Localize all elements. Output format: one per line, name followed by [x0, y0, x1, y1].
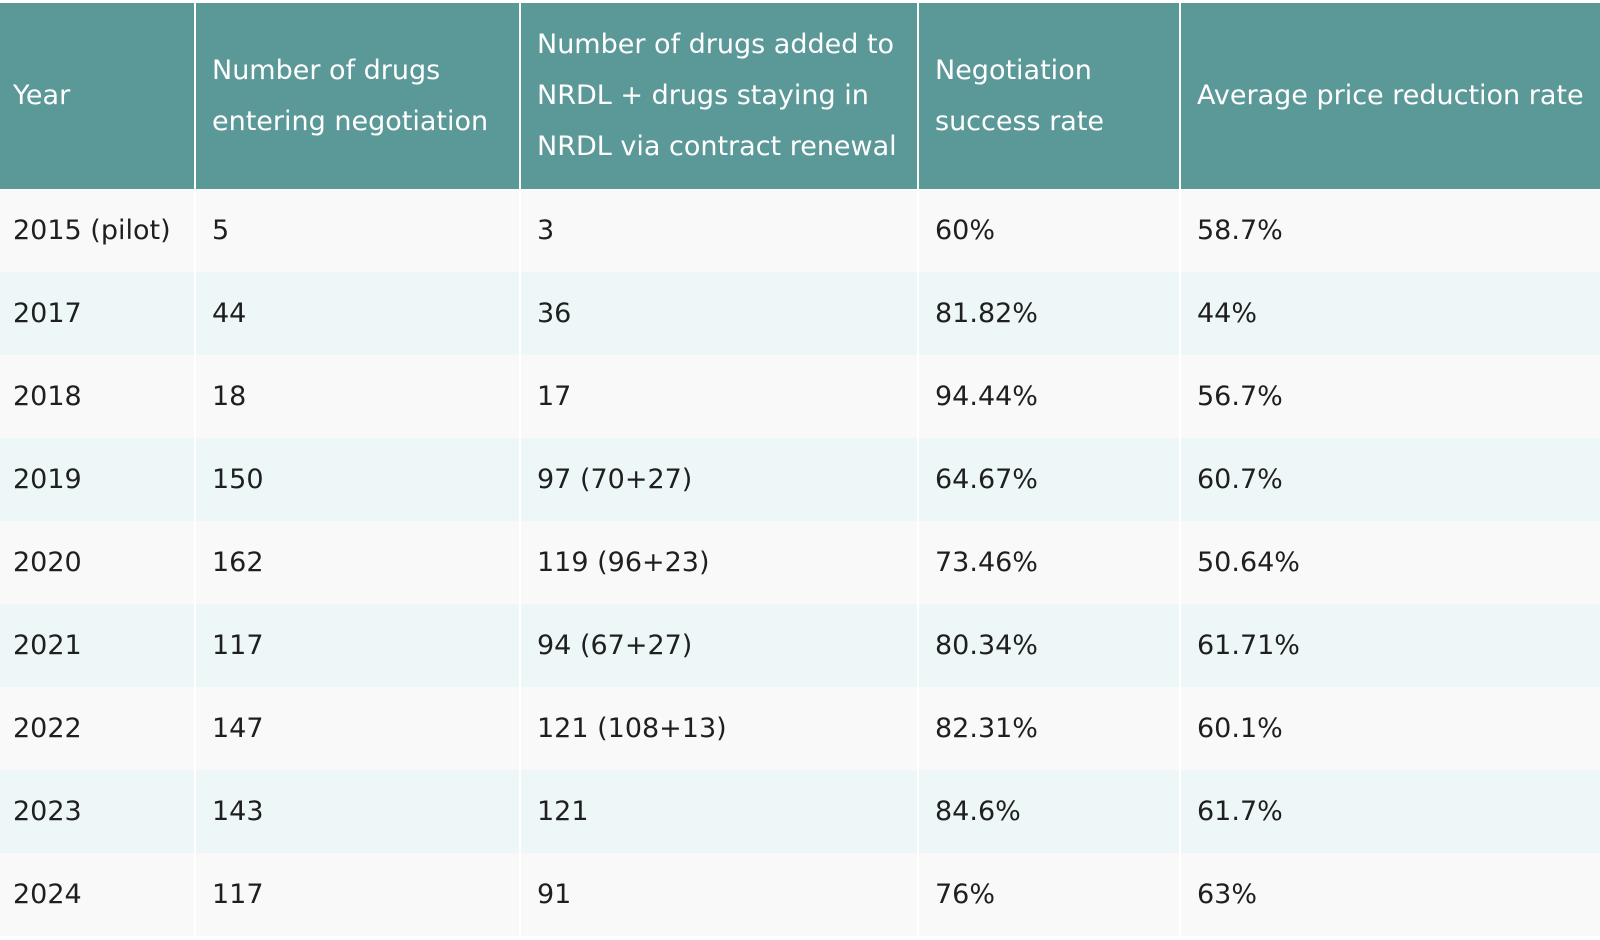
- header-average-price-reduction-rate: Average price reduction rate: [1180, 0, 1600, 189]
- cell-drugs-added: 36: [520, 271, 919, 355]
- header-row: Year Number of drugs entering negotiatio…: [0, 0, 1600, 189]
- cell-success-rate: 76%: [918, 852, 1181, 936]
- cell-success-rate: 84.6%: [918, 769, 1181, 853]
- cell-price-reduction: 61.7%: [1180, 769, 1600, 853]
- cell-drugs-entering: 143: [195, 769, 521, 853]
- cell-price-reduction: 60.1%: [1180, 686, 1600, 770]
- cell-price-reduction: 60.7%: [1180, 437, 1600, 521]
- cell-drugs-entering: 162: [195, 520, 521, 604]
- cell-drugs-added: 121: [520, 769, 919, 853]
- cell-drugs-added: 91: [520, 852, 919, 936]
- cell-year: 2017: [0, 271, 196, 355]
- cell-year: 2024: [0, 852, 196, 936]
- cell-drugs-added: 3: [520, 188, 919, 272]
- cell-success-rate: 81.82%: [918, 271, 1181, 355]
- table-row: 2020 162 119 (96+23) 73.46% 50.64%: [0, 520, 1600, 604]
- cell-year: 2019: [0, 437, 196, 521]
- cell-drugs-added: 97 (70+27): [520, 437, 919, 521]
- cell-success-rate: 82.31%: [918, 686, 1181, 770]
- header-year: Year: [0, 0, 196, 189]
- cell-drugs-added: 94 (67+27): [520, 603, 919, 687]
- table-row: 2022 147 121 (108+13) 82.31% 60.1%: [0, 686, 1600, 770]
- table-row: 2023 143 121 84.6% 61.7%: [0, 769, 1600, 853]
- cell-year: 2023: [0, 769, 196, 853]
- header-drugs-entering-negotiation: Number of drugs entering negotiation: [195, 0, 521, 189]
- cell-success-rate: 64.67%: [918, 437, 1181, 521]
- cell-year: 2018: [0, 354, 196, 438]
- cell-price-reduction: 58.7%: [1180, 188, 1600, 272]
- cell-success-rate: 80.34%: [918, 603, 1181, 687]
- cell-success-rate: 73.46%: [918, 520, 1181, 604]
- cell-price-reduction: 56.7%: [1180, 354, 1600, 438]
- table-row: 2024 117 91 76% 63%: [0, 852, 1600, 936]
- cell-year: 2022: [0, 686, 196, 770]
- cell-drugs-added: 119 (96+23): [520, 520, 919, 604]
- cell-price-reduction: 44%: [1180, 271, 1600, 355]
- table-row: 2019 150 97 (70+27) 64.67% 60.7%: [0, 437, 1600, 521]
- cell-price-reduction: 50.64%: [1180, 520, 1600, 604]
- table-row: 2018 18 17 94.44% 56.7%: [0, 354, 1600, 438]
- header-negotiation-success-rate: Negotiation success rate: [918, 0, 1181, 189]
- cell-price-reduction: 61.71%: [1180, 603, 1600, 687]
- cell-drugs-entering: 150: [195, 437, 521, 521]
- cell-drugs-entering: 5: [195, 188, 521, 272]
- cell-drugs-entering: 44: [195, 271, 521, 355]
- table-row: 2015 (pilot) 5 3 60% 58.7%: [0, 188, 1600, 272]
- table-header: Year Number of drugs entering negotiatio…: [0, 0, 1600, 189]
- cell-drugs-entering: 117: [195, 852, 521, 936]
- cell-year: 2021: [0, 603, 196, 687]
- cell-drugs-added: 17: [520, 354, 919, 438]
- cell-drugs-added: 121 (108+13): [520, 686, 919, 770]
- cell-drugs-entering: 117: [195, 603, 521, 687]
- cell-year: 2015 (pilot): [0, 188, 196, 272]
- cell-drugs-entering: 147: [195, 686, 521, 770]
- cell-success-rate: 94.44%: [918, 354, 1181, 438]
- table-row: 2017 44 36 81.82% 44%: [0, 271, 1600, 355]
- cell-drugs-entering: 18: [195, 354, 521, 438]
- header-drugs-added-or-renewed: Number of drugs added to NRDL + drugs st…: [520, 0, 919, 189]
- cell-success-rate: 60%: [918, 188, 1181, 272]
- table-row: 2021 117 94 (67+27) 80.34% 61.71%: [0, 603, 1600, 687]
- table-body: 2015 (pilot) 5 3 60% 58.7% 2017 44 36 81…: [0, 188, 1600, 936]
- cell-year: 2020: [0, 520, 196, 604]
- cell-price-reduction: 63%: [1180, 852, 1600, 936]
